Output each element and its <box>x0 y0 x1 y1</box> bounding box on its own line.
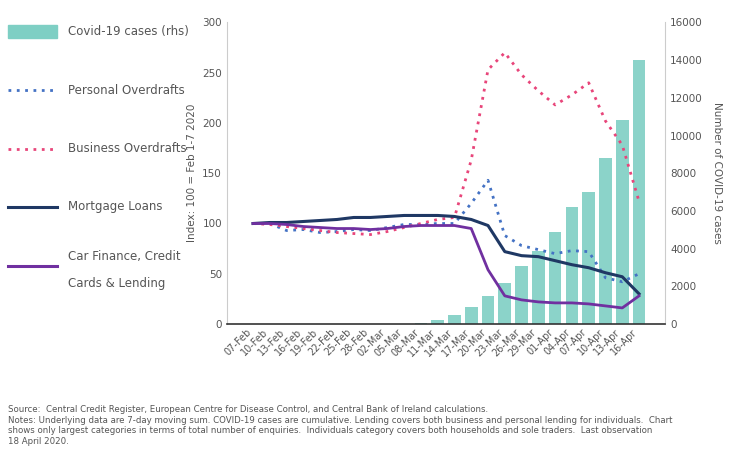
Bar <box>448 315 460 324</box>
Text: Source:  Central Credit Register, European Centre for Disease Control, and Centr: Source: Central Credit Register, Europea… <box>8 405 672 446</box>
Bar <box>465 307 478 324</box>
Bar <box>532 251 544 324</box>
Bar <box>414 323 427 324</box>
Y-axis label: Index: 100 = Feb 1-7 2020: Index: 100 = Feb 1-7 2020 <box>187 104 197 243</box>
Bar <box>516 266 528 324</box>
Bar <box>582 192 595 324</box>
Text: Business Overdrafts: Business Overdrafts <box>68 142 187 155</box>
Bar <box>549 232 562 324</box>
Text: Mortgage Loans: Mortgage Loans <box>68 201 163 213</box>
Bar <box>482 296 494 324</box>
Bar <box>633 60 646 324</box>
Bar <box>565 207 578 324</box>
Text: Cards & Lending: Cards & Lending <box>68 277 166 290</box>
Bar <box>432 320 444 324</box>
Bar <box>616 121 628 324</box>
Text: Car Finance, Credit: Car Finance, Credit <box>68 250 181 263</box>
Text: Covid-19 cases (rhs): Covid-19 cases (rhs) <box>68 25 189 38</box>
Text: Personal Overdrafts: Personal Overdrafts <box>68 84 184 96</box>
Bar <box>600 158 612 324</box>
Bar <box>498 283 511 324</box>
Y-axis label: Number of COVID-19 cases: Number of COVID-19 cases <box>712 102 722 244</box>
